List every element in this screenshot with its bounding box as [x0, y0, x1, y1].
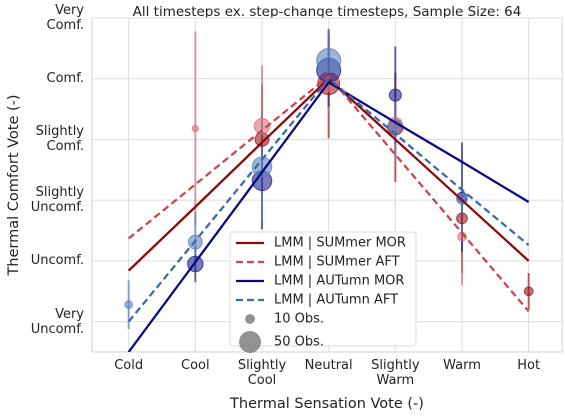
x-tick-label: Slightly Warm	[371, 358, 420, 388]
legend-label: 10 Obs.	[274, 312, 324, 327]
x-tick-label: Neutral	[304, 358, 353, 373]
legend-label: LMM | AUTumn MOR	[274, 274, 404, 289]
legend-size	[239, 331, 261, 353]
x-tick-label: Hot	[517, 358, 541, 373]
x-axis-label: Thermal Sensation Vote (-)	[229, 396, 424, 412]
y-tick-label: Very Comf.	[46, 3, 84, 33]
series-line	[127, 74, 530, 313]
series-line	[127, 77, 530, 323]
legend-label: 50 Obs.	[274, 335, 324, 350]
y-axis-label: Thermal Comfort Vote (-)	[6, 94, 22, 276]
bubble	[456, 212, 468, 225]
bubble	[251, 156, 273, 178]
legend-size	[245, 314, 255, 324]
bubble	[191, 124, 199, 133]
bubble	[523, 286, 534, 297]
y-tick-label: Very Uncomf.	[30, 306, 84, 337]
bubble	[253, 117, 271, 135]
y-tick-label: Comf.	[46, 71, 84, 87]
bubble	[316, 48, 342, 74]
y-tick-label: Uncomf.	[30, 253, 84, 269]
legend-label: LMM | AUTumn AFT	[274, 293, 398, 308]
chart-title: All timesteps ex. step-change timesteps,…	[133, 4, 522, 20]
y-tick-label: Slightly Uncomf.	[30, 185, 84, 216]
x-tick-label: Warm	[443, 358, 481, 373]
x-tick-label: Slightly Cool	[237, 358, 287, 388]
legend-label: LMM | SUMmer MOR	[274, 236, 406, 251]
bubble	[388, 88, 402, 102]
legend-label: LMM | SUMmer AFT	[274, 255, 400, 270]
legend-box	[229, 231, 417, 347]
x-tick-label: Cold	[114, 358, 144, 373]
y-tick-label: Slightly Comf.	[35, 124, 84, 155]
bubble	[124, 300, 133, 309]
series-line	[127, 80, 530, 352]
x-tick-label: Cool	[181, 358, 210, 373]
